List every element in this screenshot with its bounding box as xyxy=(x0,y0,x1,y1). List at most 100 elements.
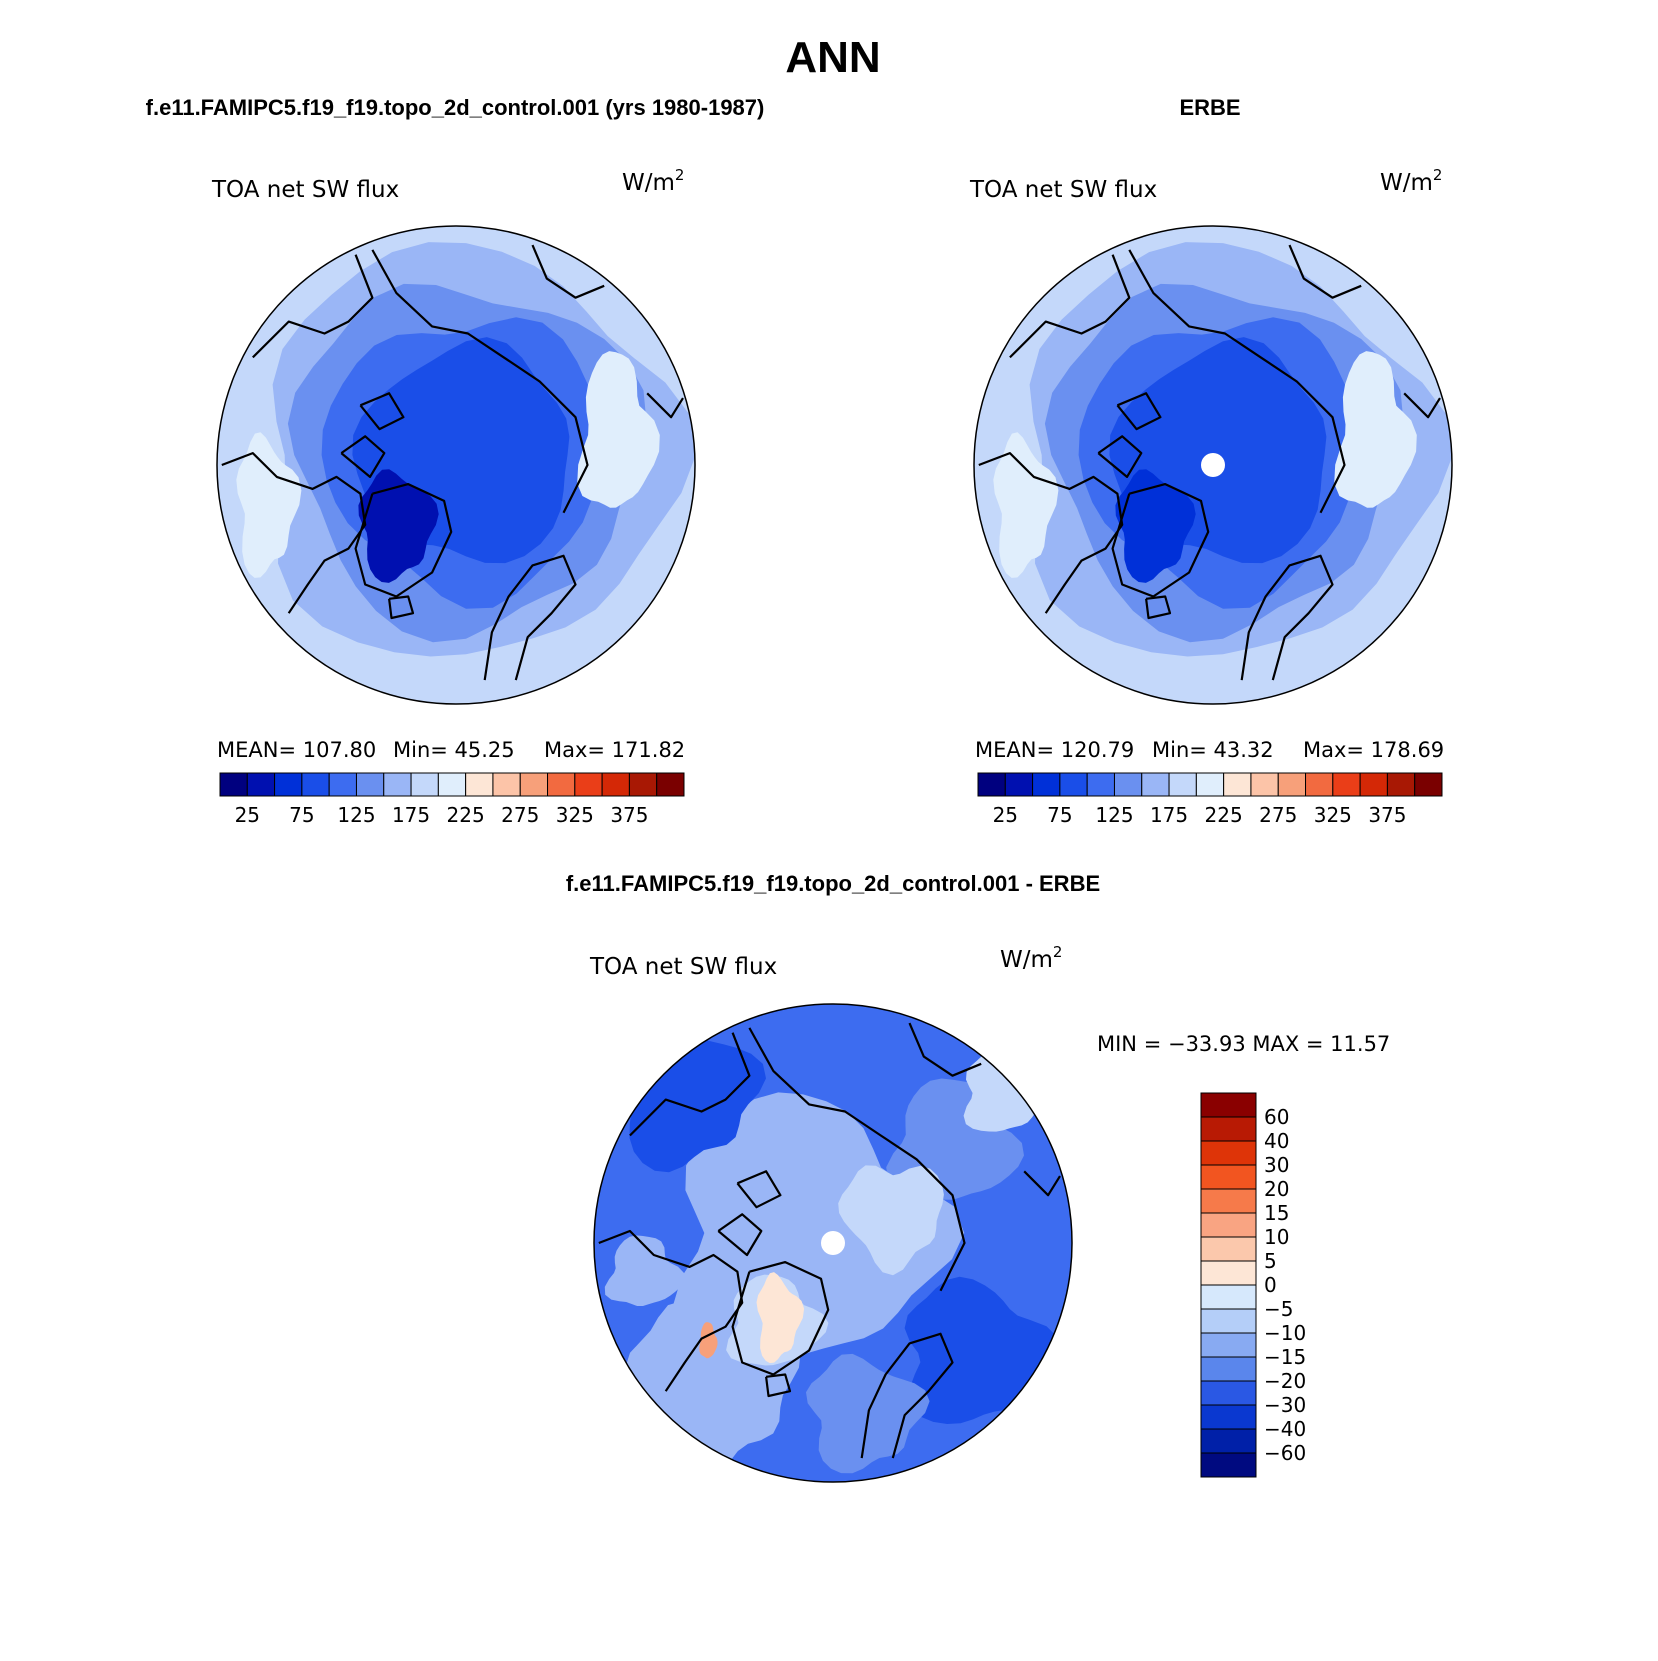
field-band xyxy=(1334,351,1417,508)
colorbar-swatch xyxy=(1200,1236,1257,1262)
map-border-obs xyxy=(973,225,1453,705)
colorbar-swatch xyxy=(977,772,1006,797)
coastline-segment xyxy=(531,244,605,299)
field-positive-anomaly xyxy=(699,1322,718,1359)
coastline-segment xyxy=(978,452,1124,614)
coastline-segment xyxy=(1009,254,1131,359)
field-anomaly xyxy=(963,1049,1053,1132)
colorbar-swatch xyxy=(1113,772,1143,797)
field-anomaly xyxy=(604,1235,685,1306)
coastline-segment xyxy=(731,1261,830,1376)
colorbar-swatch xyxy=(1032,772,1061,797)
colorbar-swatch xyxy=(547,772,576,797)
coastline-segment xyxy=(371,249,589,514)
colorbar-swatch xyxy=(219,772,248,797)
colorbar-tick-label: 30 xyxy=(1264,1153,1289,1177)
colorbar-swatch xyxy=(1200,1332,1257,1358)
coastlines-difference xyxy=(598,1022,1061,1459)
coastline-segment xyxy=(736,1170,782,1209)
colorbar-tick-label: −20 xyxy=(1264,1369,1306,1393)
coastline-segment xyxy=(629,1032,751,1137)
colorbar-swatch xyxy=(355,772,385,797)
coastline-segment xyxy=(252,254,374,359)
colorbar-tick-label: −15 xyxy=(1264,1345,1306,1369)
colorbar-tick-label: −40 xyxy=(1264,1417,1306,1441)
colorbar-swatch xyxy=(1200,1188,1257,1214)
coastlines-obs xyxy=(978,244,1441,681)
coastline-segment xyxy=(1116,392,1162,431)
coastline-segment xyxy=(748,1027,966,1292)
coastline-segment xyxy=(340,435,386,478)
colorbar-swatch xyxy=(1223,772,1252,797)
pole-missing-data xyxy=(1201,453,1225,477)
field-band xyxy=(993,432,1059,578)
colorbar-swatch xyxy=(1200,1212,1257,1238)
colorbar-tick-label: 175 xyxy=(1150,803,1188,827)
colorbar-swatch xyxy=(1200,1428,1257,1454)
field-greenland-minimum xyxy=(358,469,439,583)
colorbar-tick-label: −30 xyxy=(1264,1393,1306,1417)
colorbar-tick-label: 125 xyxy=(1095,803,1133,827)
colorbar-swatch xyxy=(1200,1116,1257,1142)
colorbar-tick-label: 25 xyxy=(993,803,1018,827)
colorbar-swatch xyxy=(1200,1404,1257,1430)
colorbar-swatch xyxy=(1305,772,1334,797)
panel-model-max: Max= 171.82 xyxy=(544,738,685,762)
colorbar-tick-label: 25 xyxy=(235,803,260,827)
panel-model-min: Min= 45.25 xyxy=(393,738,515,762)
coastline-segment xyxy=(860,1332,954,1459)
map-border-difference xyxy=(593,1003,1073,1483)
coastline-segment xyxy=(717,1213,763,1257)
colorbar-swatch xyxy=(1059,772,1088,797)
colorbar-swatch xyxy=(383,772,412,797)
colorbar-tick-label: 40 xyxy=(1264,1129,1289,1153)
colorbar-tick-label: 20 xyxy=(1264,1177,1289,1201)
field-anomaly xyxy=(838,1165,944,1276)
coastline-segment xyxy=(1240,554,1334,681)
colorbar-swatch xyxy=(1414,772,1443,797)
colorbar-tick-label: 275 xyxy=(501,803,539,827)
pole-missing-data xyxy=(821,1231,845,1255)
colorbar-swatch xyxy=(519,772,549,797)
coastline-segment xyxy=(1097,435,1143,478)
coastline-segment xyxy=(1111,483,1210,598)
colorbar-tick-label: 60 xyxy=(1264,1105,1289,1129)
colorbar-swatch xyxy=(274,772,303,797)
panel-difference-header: f.e11.FAMIPC5.f19_f19.topo_2d_control.00… xyxy=(566,871,1100,896)
colorbar-tick-label: 325 xyxy=(556,803,594,827)
colorbar-swatch xyxy=(1200,1356,1257,1382)
polar-map-obs xyxy=(974,226,1452,704)
colorbar-swatch xyxy=(1200,1092,1257,1118)
polar-map-model xyxy=(217,226,695,704)
panel-difference-variable: TOA net SW flux xyxy=(589,954,777,980)
colorbar-tick-label: 125 xyxy=(337,803,375,827)
colorbar-tick-label: −5 xyxy=(1264,1297,1293,1321)
colorbar-tick-label: 175 xyxy=(392,803,430,827)
colorbar-swatch xyxy=(492,772,521,797)
colorbar-swatch xyxy=(1332,772,1361,797)
coastline-segment xyxy=(483,554,577,681)
panel-difference-units: W/m2 xyxy=(1000,943,1062,973)
coastline-segment xyxy=(1023,1170,1061,1197)
field-anomaly xyxy=(904,1276,1059,1424)
colorbar-swatch xyxy=(437,772,467,797)
colorbar-swatch xyxy=(1250,772,1279,797)
colorbar-tick-label: 225 xyxy=(1205,803,1243,827)
field-greenland-anomaly xyxy=(756,1272,805,1364)
colorbar-swatch xyxy=(628,772,658,797)
coastline-segment xyxy=(646,392,684,419)
colorbar-swatch xyxy=(246,772,276,797)
colorbar-swatch xyxy=(1168,772,1197,797)
coastline-segment xyxy=(221,452,367,614)
colorbar-tick-label: 10 xyxy=(1264,1225,1289,1249)
coastline-segment xyxy=(765,1373,792,1398)
colorbar-swatch xyxy=(1200,1380,1257,1406)
colorbar-swatch xyxy=(574,772,603,797)
colorbar-tick-label: 75 xyxy=(289,803,314,827)
panel-obs-mean: MEAN= 120.79 xyxy=(975,738,1134,762)
panel-model: f.e11.FAMIPC5.f19_f19.topo_2d_control.00… xyxy=(146,95,765,827)
colorbar-tick-label: 0 xyxy=(1264,1273,1277,1297)
colorbar-tick-label: 375 xyxy=(1368,803,1406,827)
colorbar-tick-label: −60 xyxy=(1264,1441,1306,1465)
colorbar-swatch xyxy=(1086,772,1115,797)
